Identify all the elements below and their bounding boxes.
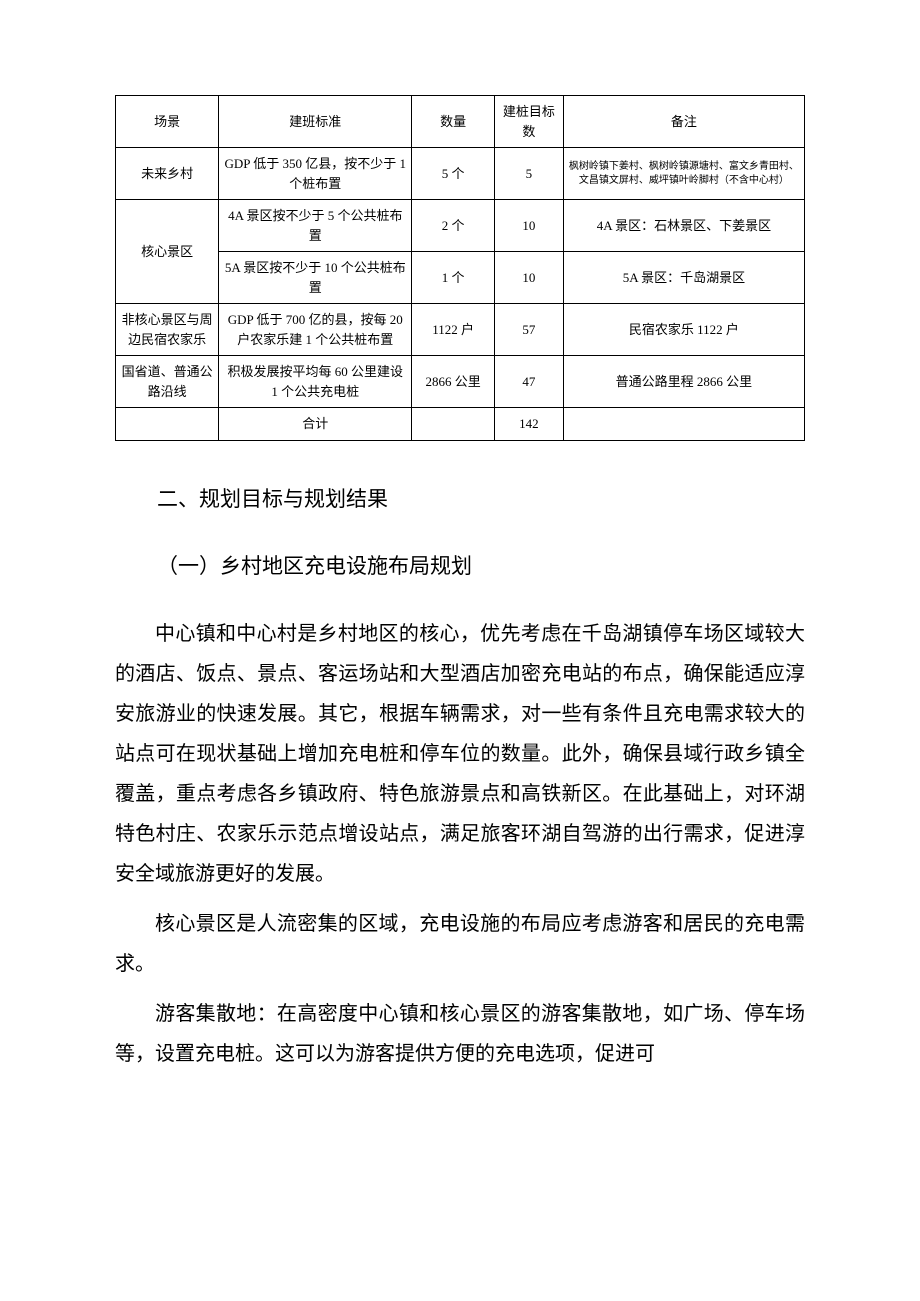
table-row: 非核心景区与周边民宿农家乐 GDP 低于 700 亿的县，按每 20 户农家乐建…	[116, 304, 805, 356]
cell-scene: 国省道、普通公路沿线	[116, 356, 219, 408]
cell-empty	[412, 408, 495, 441]
cell-standard: GDP 低于 350 亿县，按不少于 1 个桩布置	[219, 148, 412, 200]
cell-target: 5	[494, 148, 563, 200]
cell-standard: 5A 景区按不少于 10 个公共桩布置	[219, 252, 412, 304]
cell-total-label: 合计	[219, 408, 412, 441]
header-target: 建桩目标数	[494, 96, 563, 148]
cell-quantity: 2866 公里	[412, 356, 495, 408]
cell-quantity: 2 个	[412, 200, 495, 252]
cell-quantity: 5 个	[412, 148, 495, 200]
cell-quantity: 1 个	[412, 252, 495, 304]
header-remark: 备注	[563, 96, 804, 148]
paragraph: 核心景区是人流密集的区域，充电设施的布局应考虑游客和居民的充电需求。	[115, 904, 805, 984]
cell-remark: 5A 景区：千岛湖景区	[563, 252, 804, 304]
charging-standards-table: 场景 建班标准 数量 建桩目标数 备注 未来乡村 GDP 低于 350 亿县，按…	[115, 95, 805, 441]
header-standard: 建班标准	[219, 96, 412, 148]
header-scene: 场景	[116, 96, 219, 148]
cell-remark: 4A 景区：石林景区、下姜景区	[563, 200, 804, 252]
table-row: 核心景区 4A 景区按不少于 5 个公共桩布置 2 个 10 4A 景区：石林景…	[116, 200, 805, 252]
cell-total-value: 142	[494, 408, 563, 441]
cell-target: 10	[494, 200, 563, 252]
cell-target: 57	[494, 304, 563, 356]
cell-scene: 非核心景区与周边民宿农家乐	[116, 304, 219, 356]
cell-quantity: 1122 户	[412, 304, 495, 356]
cell-scene: 核心景区	[116, 200, 219, 304]
table-total-row: 合计 142	[116, 408, 805, 441]
cell-standard: GDP 低于 700 亿的县，按每 20 户农家乐建 1 个公共桩布置	[219, 304, 412, 356]
table-row: 5A 景区按不少于 10 个公共桩布置 1 个 10 5A 景区：千岛湖景区	[116, 252, 805, 304]
cell-empty	[563, 408, 804, 441]
paragraph: 游客集散地：在高密度中心镇和核心景区的游客集散地，如广场、停车场等，设置充电桩。…	[115, 994, 805, 1074]
header-quantity: 数量	[412, 96, 495, 148]
cell-target: 10	[494, 252, 563, 304]
cell-remark: 民宿农家乐 1122 户	[563, 304, 804, 356]
cell-empty	[116, 408, 219, 441]
subsection-heading: （一）乡村地区充电设施布局规划	[115, 548, 805, 586]
table-row: 未来乡村 GDP 低于 350 亿县，按不少于 1 个桩布置 5 个 5 枫树岭…	[116, 148, 805, 200]
cell-standard: 4A 景区按不少于 5 个公共桩布置	[219, 200, 412, 252]
table-header-row: 场景 建班标准 数量 建桩目标数 备注	[116, 96, 805, 148]
cell-remark: 枫树岭镇下姜村、枫树岭镇源塘村、富文乡青田村、文昌镇文屏村、威坪镇叶岭脚村（不含…	[563, 148, 804, 200]
paragraph: 中心镇和中心村是乡村地区的核心，优先考虑在千岛湖镇停车场区域较大的酒店、饭点、景…	[115, 614, 805, 894]
cell-target: 47	[494, 356, 563, 408]
cell-standard: 积极发展按平均每 60 公里建设 1 个公共充电桩	[219, 356, 412, 408]
section-heading: 二、规划目标与规划结果	[115, 481, 805, 519]
table-row: 国省道、普通公路沿线 积极发展按平均每 60 公里建设 1 个公共充电桩 286…	[116, 356, 805, 408]
cell-remark: 普通公路里程 2866 公里	[563, 356, 804, 408]
cell-scene: 未来乡村	[116, 148, 219, 200]
